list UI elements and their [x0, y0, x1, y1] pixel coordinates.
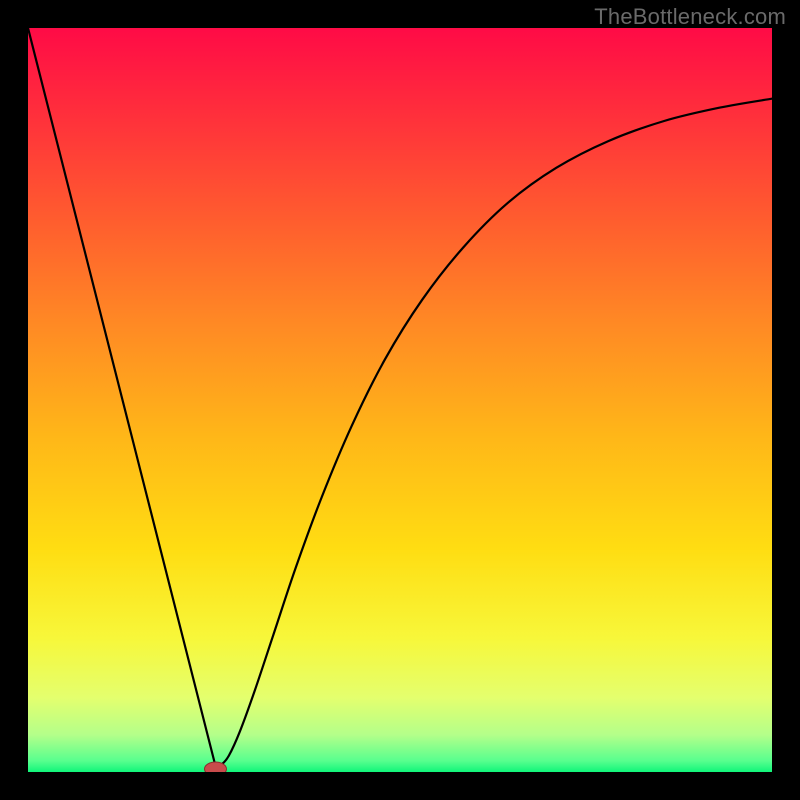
source-watermark: TheBottleneck.com — [594, 4, 786, 30]
plot-area — [28, 28, 772, 772]
chart-stage: TheBottleneck.com — [0, 0, 800, 800]
optimum-marker — [204, 762, 226, 772]
optimum-marker-layer — [28, 28, 772, 772]
